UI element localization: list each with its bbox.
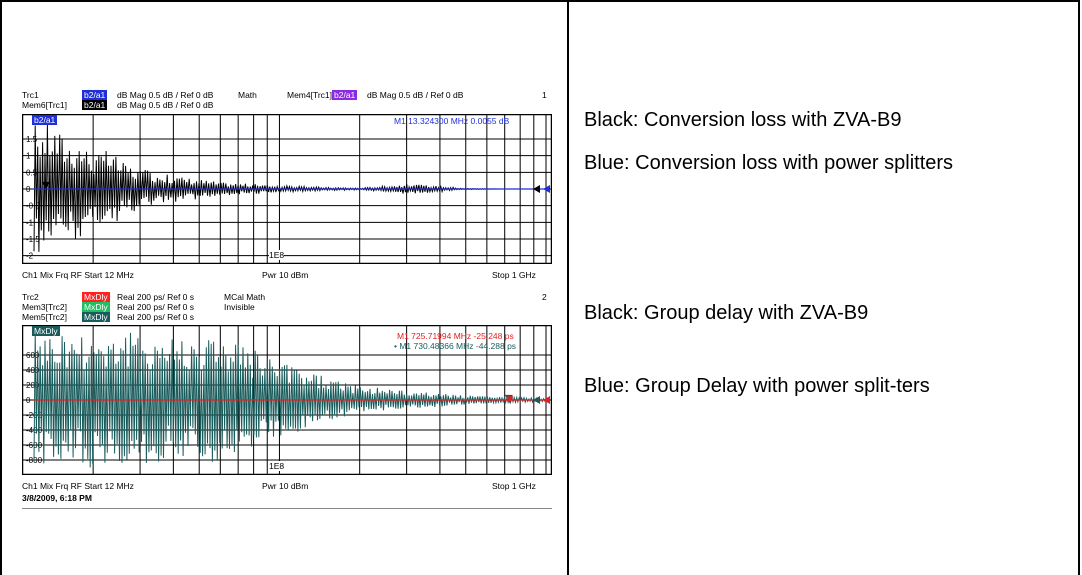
legend-delay-black: Black: Group delay with ZVA-B9 — [584, 302, 869, 324]
y-tick-label: 600 — [26, 351, 40, 360]
top-footer-start: Ch1 Mix Frq RF Start 12 MHz — [22, 270, 134, 280]
top-x-tick: 1E8 — [269, 250, 285, 260]
mem4-format: dB Mag 0.5 dB / Ref 0 dB — [367, 90, 464, 100]
mem6-format: dB Mag 0.5 dB / Ref 0 dB — [117, 100, 214, 110]
marker-triangle — [42, 181, 51, 189]
trc2-label: Trc2 — [22, 292, 39, 302]
reference-arrow — [543, 396, 550, 404]
mem6-label: Mem6[Trc1] — [22, 100, 68, 110]
trc1-label: Trc1 — [22, 90, 39, 100]
trc1-math: Math — [238, 90, 257, 100]
mem5-meas-tag: MxDly — [82, 312, 110, 322]
column-divider — [567, 0, 569, 575]
top-plot-tag: b2/a1 — [32, 115, 58, 125]
y-tick-label: 400 — [26, 366, 40, 375]
bottom-marker2-readout: • M1 730.48366 MHz -44.288 ps — [394, 341, 517, 351]
legend-conversion-blue: Blue: Conversion loss with power splitte… — [584, 152, 954, 174]
legend-delay-blue: Blue: Group Delay with power split-ters — [584, 375, 930, 397]
bottom-marker1-readout: M1 725.71994 MHz -25.248 ps — [397, 331, 514, 341]
top-footer-power: Pwr 10 dBm — [262, 270, 309, 280]
y-tick-label: 1.5 — [26, 135, 38, 144]
trc1-meas-tag: b2/a1 — [82, 90, 108, 100]
y-tick-label: -1 — [26, 218, 34, 227]
bottom-window-number: 2 — [542, 292, 547, 302]
trc2-meas-tag: MxDly — [82, 292, 110, 302]
reference-arrow — [543, 185, 550, 193]
top-marker-readout: M1 13.324300 MHz 0.0055 dB — [394, 116, 510, 126]
mem3-label: Mem3[Trc2] — [22, 302, 68, 312]
mem4-meas-tag: b2/a1 — [332, 90, 358, 100]
bottom-plot-area: 600 400 200 0 -200 -400 -600 -800 MxDly M1 725.… — [21, 324, 553, 476]
series-1-line — [33, 124, 546, 252]
mem3-invisible: Invisible — [224, 302, 255, 312]
timestamp-underline — [22, 508, 552, 509]
y-tick-label: -2 — [26, 252, 34, 261]
bottom-plot-tag: MxDly — [32, 326, 60, 336]
reference-arrow-2 — [533, 185, 540, 193]
series-1-line — [33, 332, 547, 468]
mem4-label: Mem4[Trc1] — [287, 90, 333, 100]
mcal-math: MCal Math — [224, 292, 266, 302]
y-tick-label: -0.5 — [26, 202, 40, 211]
mem5-label: Mem5[Trc2] — [22, 312, 68, 322]
legend-conversion-black: Black: Conversion loss with ZVA-B9 — [584, 109, 902, 131]
reference-arrow-2 — [533, 396, 540, 404]
y-tick-label: 0 — [26, 396, 31, 405]
y-tick-label: 200 — [26, 381, 40, 390]
top-footer-stop: Stop 1 GHz — [492, 270, 536, 280]
y-tick-label: -1.5 — [26, 235, 40, 244]
top-window-number: 1 — [542, 90, 547, 100]
trc2-format: Real 200 ps/ Ref 0 s — [117, 292, 195, 302]
y-tick-label: 0 — [26, 185, 31, 194]
timestamp: 3/8/2009, 6:18 PM — [22, 493, 92, 503]
top-chart-svg: 1.5 1 0.5 0 -0.5 -1 -1.5 -2 — [21, 113, 553, 265]
y-tick-label: 0.5 — [26, 168, 38, 177]
mem3-meas-tag: MxDly — [82, 302, 110, 312]
bottom-footer-start: Ch1 Mix Frq RF Start 12 MHz — [22, 481, 134, 491]
mem6-meas-tag: b2/a1 — [82, 100, 108, 110]
trc1-format: dB Mag 0.5 dB / Ref 0 dB — [117, 90, 214, 100]
bottom-x-tick: 1E8 — [269, 461, 285, 471]
marker-triangle — [505, 396, 514, 404]
analyzer-screenshot: Trc1 b2/a1 dB Mag 0.5 dB / Ref 0 dB Math… — [21, 80, 557, 520]
y-tick-label: 1 — [26, 152, 31, 161]
bottom-footer-stop: Stop 1 GHz — [492, 481, 536, 491]
mem3-format: Real 200 ps/ Ref 0 s — [117, 302, 195, 312]
bottom-footer-power: Pwr 10 dBm — [262, 481, 309, 491]
top-plot-area: 1.5 1 0.5 0 -0.5 -1 -1.5 -2 b2/a1 M1 13.324300 … — [21, 113, 553, 265]
mem5-format: Real 200 ps/ Ref 0 s — [117, 312, 195, 322]
